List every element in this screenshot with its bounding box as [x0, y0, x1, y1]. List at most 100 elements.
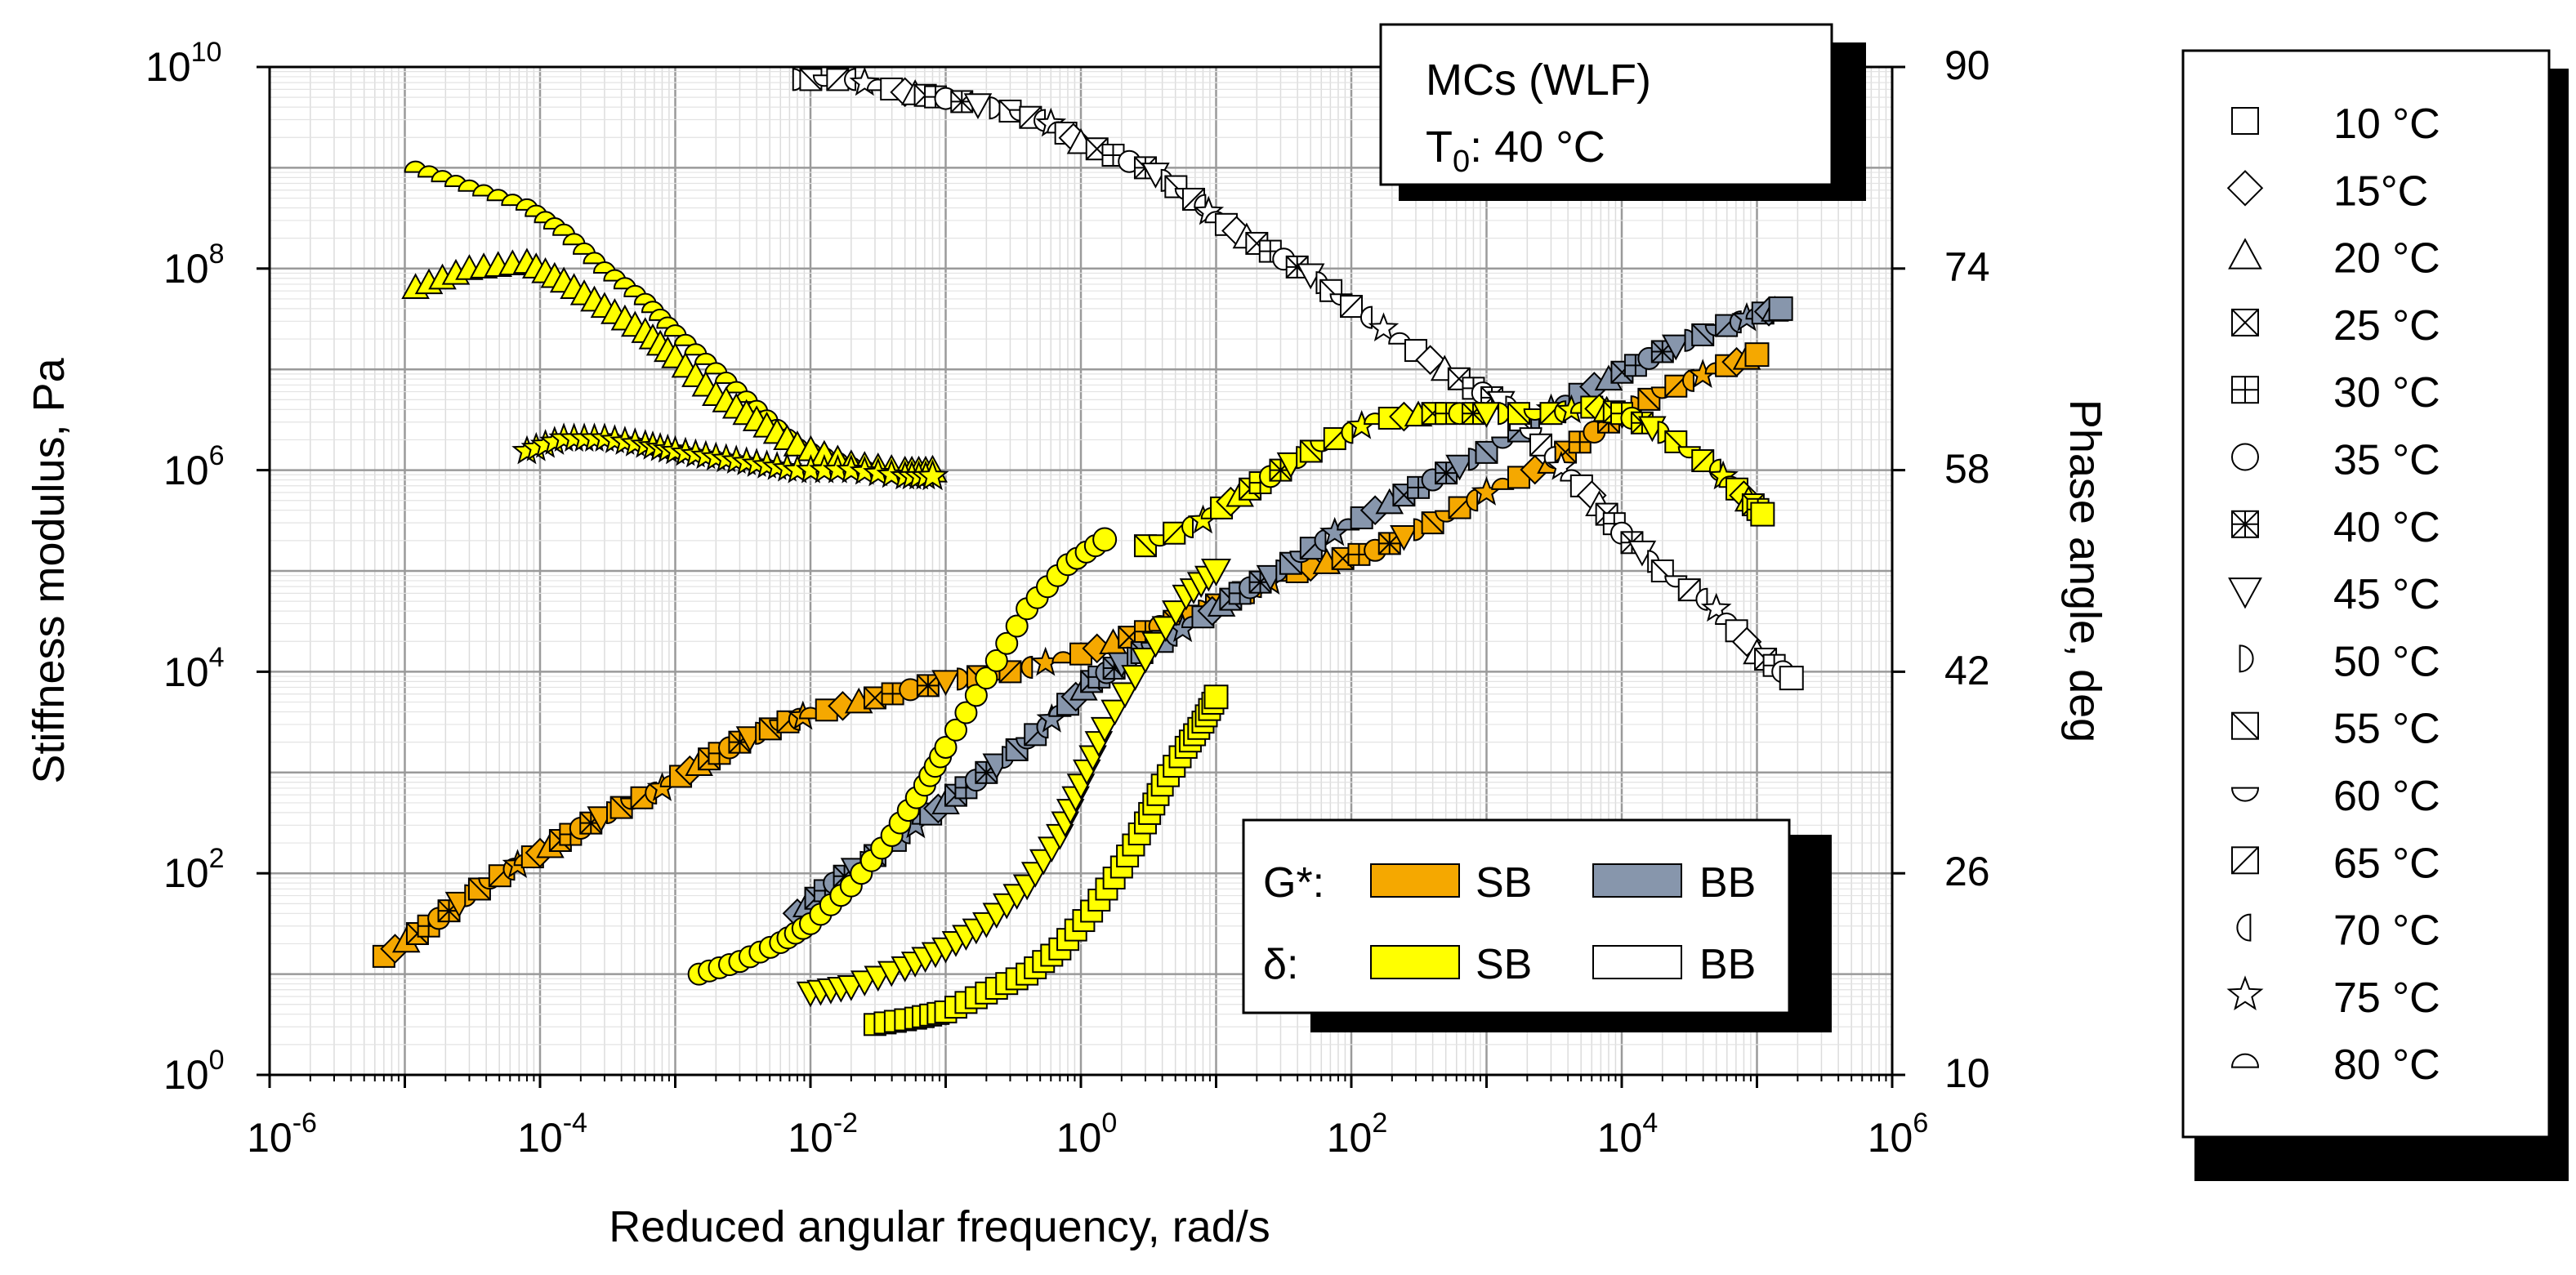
x-tick-label: 102	[1327, 1108, 1388, 1161]
y2-tick-label: 42	[1944, 648, 1990, 693]
y2-axis-title: Phase angle, deg	[2060, 399, 2109, 742]
temp-legend-label: 10 °C	[2333, 100, 2440, 148]
y2-tick-label: 90	[1944, 42, 1990, 88]
x-tick-label: 104	[1597, 1108, 1659, 1161]
temperature-legend: 10 °C 15°C 20 °C 25 °C 30 °C 35 °C 40 °C 45 °C 5…	[2181, 49, 2569, 1181]
temp-legend-label: 20 °C	[2333, 235, 2440, 283]
temp-legend-label: 30 °C	[2333, 369, 2440, 417]
square-x-icon	[2231, 308, 2259, 337]
data-point	[1100, 699, 1129, 726]
data-point	[1141, 631, 1170, 658]
legend-gstar-bb-label: BB	[1699, 859, 1756, 907]
data-point	[1475, 440, 1498, 464]
y-axis-title: Stiffness modulus, Pa	[25, 357, 74, 783]
data-point	[1020, 655, 1034, 679]
data-point	[1415, 345, 1445, 375]
temp-legend-item: 10 °C	[2231, 100, 2440, 148]
temp-legend-label: 60 °C	[2333, 773, 2440, 820]
square-plus-icon	[2231, 376, 2259, 404]
temp-legend-item: 80 °C	[2230, 1041, 2440, 1089]
data-point	[1245, 231, 1269, 255]
diamond-icon	[2226, 170, 2264, 207]
legend-delta-bb-label: BB	[1699, 941, 1756, 988]
temp-legend-item: 20 °C	[2228, 235, 2440, 283]
y-tick-label: 100	[163, 1045, 225, 1098]
data-point	[1435, 461, 1458, 485]
data-point	[1163, 521, 1186, 545]
data-point	[1390, 524, 1418, 551]
data-point	[954, 701, 978, 724]
data-point	[1162, 600, 1190, 626]
triangle-down-icon	[2228, 577, 2262, 609]
right-axis-labels: 10 26 42 58 74 90	[1944, 42, 1990, 1096]
y-tick-label: 104	[163, 642, 225, 695]
data-point	[964, 684, 988, 707]
series-delta-sb	[1133, 394, 1775, 558]
series-delta-sb	[796, 559, 1231, 1008]
data-point	[984, 649, 1008, 672]
x-tick-label: 10-6	[247, 1108, 317, 1161]
data-point	[975, 666, 998, 690]
star-icon	[2226, 975, 2264, 1010]
y2-tick-label: 10	[1944, 1050, 1990, 1096]
legend-gstar-bb-swatch	[1592, 863, 1682, 898]
data-point	[1744, 342, 1770, 368]
temp-legend-label: 65 °C	[2333, 840, 2440, 887]
data-point	[1131, 647, 1160, 674]
x-tick-label: 100	[1056, 1108, 1118, 1161]
data-point	[1700, 592, 1732, 622]
temp-legend-item: 40 °C	[2231, 504, 2440, 551]
temp-legend-label: 25 °C	[2333, 302, 2440, 350]
data-point	[963, 93, 993, 119]
data-point	[1110, 682, 1140, 709]
temp-legend-label: 15°C	[2333, 167, 2428, 215]
annotation-model: MCs (WLF)	[1426, 56, 1651, 105]
temp-legend-label: 50 °C	[2333, 638, 2440, 685]
temp-legend-item: 65 °C	[2231, 840, 2440, 887]
data-point	[916, 674, 940, 698]
temp-legend-item: 60 °C	[2230, 773, 2440, 820]
annotation-reference-temp: T0: 40 °C	[1426, 123, 1605, 179]
temp-legend-label: 35 °C	[2333, 437, 2440, 484]
data-point	[916, 459, 949, 491]
series-delta-sb	[863, 684, 1229, 1036]
data-point	[1768, 296, 1793, 321]
half-circle-up-icon	[2230, 1053, 2260, 1068]
temp-legend-label: 55 °C	[2333, 706, 2440, 753]
half-circle-left-icon	[2236, 913, 2252, 942]
legend-gstar-sb-swatch	[1370, 863, 1460, 898]
data-point	[849, 67, 881, 96]
data-point	[1092, 527, 1118, 552]
y-tick-label: 102	[163, 843, 225, 896]
data-point	[1546, 450, 1577, 480]
data-point	[844, 68, 857, 91]
annotation-box: MCs (WLF) T0: 40 °C	[1379, 23, 1866, 201]
legend-delta-sb-label: SB	[1476, 941, 1532, 988]
half-circle-down-icon	[2230, 787, 2260, 802]
y-tick-label: 106	[163, 440, 225, 493]
data-point	[1472, 402, 1501, 428]
data-point	[1341, 421, 1354, 444]
temp-legend-item: 15°C	[2226, 167, 2428, 215]
temp-legend-label: 70 °C	[2333, 907, 2440, 955]
series-legend: G*: SB BB δ: SB BB	[1242, 818, 1832, 1032]
data-point	[1005, 614, 1029, 638]
x-tick-label: 10-2	[788, 1108, 858, 1161]
x-axis-labels: 10-6 10-4 10-2 100 102 104 106	[247, 1108, 1928, 1161]
data-point	[1181, 515, 1194, 539]
data-point	[1568, 430, 1592, 454]
data-point	[1750, 502, 1775, 527]
square-diag-back-icon	[2231, 711, 2259, 740]
data-point	[1662, 334, 1690, 361]
legend-gstar-label: G*:	[1263, 859, 1324, 907]
temp-legend-item: 55 °C	[2231, 706, 2440, 753]
data-point	[1314, 528, 1327, 552]
data-point	[1340, 295, 1363, 319]
data-point	[995, 631, 1019, 655]
temp-legend-label: 45 °C	[2333, 571, 2440, 618]
y2-tick-label: 74	[1944, 244, 1990, 290]
left-axis-labels: 100 102 104 106 108 1010	[145, 37, 225, 1098]
series-Gstar-bb	[782, 296, 1793, 929]
data-point	[934, 735, 958, 759]
